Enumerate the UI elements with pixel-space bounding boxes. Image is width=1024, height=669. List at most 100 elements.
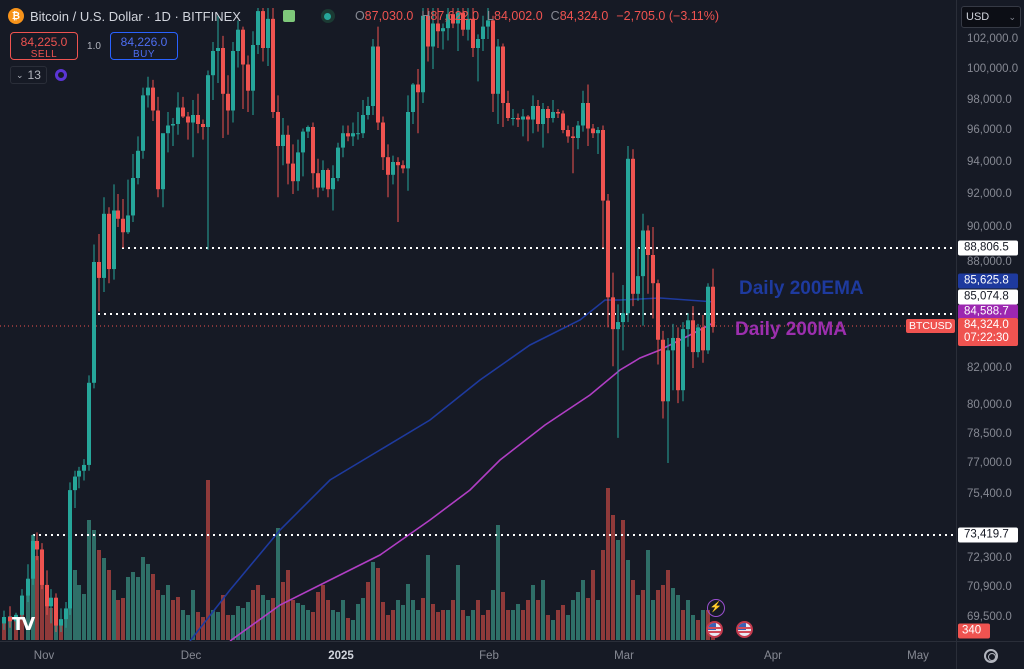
candle-body[interactable] [316, 173, 320, 188]
candle-body[interactable] [511, 118, 515, 119]
sell-button[interactable]: 84,225.0 SELL [10, 32, 78, 60]
indicators-toggle-button[interactable]: ⌄ 13 [10, 66, 47, 84]
candle-body[interactable] [526, 116, 530, 120]
flash-event-icon[interactable]: ⚡ [707, 599, 725, 617]
candle-body[interactable] [661, 339, 665, 402]
candle-body[interactable] [68, 490, 72, 609]
candle-body[interactable] [696, 327, 700, 353]
candle-body[interactable] [461, 12, 465, 30]
candle-body[interactable] [166, 125, 170, 134]
candle-body[interactable] [556, 112, 560, 114]
candle-body[interactable] [421, 15, 425, 93]
buy-button[interactable]: 84,226.0 BUY [110, 32, 178, 60]
candle-body[interactable] [691, 320, 695, 353]
candle-body[interactable] [31, 540, 35, 579]
candle-body[interactable] [346, 133, 350, 137]
candle-body[interactable] [591, 128, 595, 134]
candle-body[interactable] [2, 617, 6, 624]
candle-body[interactable] [126, 215, 130, 233]
candle-body[interactable] [631, 158, 635, 294]
candle-body[interactable] [466, 18, 470, 30]
candle-body[interactable] [306, 127, 310, 132]
candle-body[interactable] [636, 276, 640, 294]
candle-body[interactable] [176, 107, 180, 125]
candle-body[interactable] [49, 597, 53, 607]
candle-body[interactable] [14, 614, 18, 622]
candle-body[interactable] [286, 134, 290, 164]
candle-body[interactable] [491, 20, 495, 94]
candle-body[interactable] [541, 109, 545, 124]
candle-body[interactable] [311, 127, 315, 174]
candle-body[interactable] [281, 134, 285, 146]
currency-select[interactable]: USD ⌄ [961, 6, 1021, 28]
candle-body[interactable] [561, 113, 565, 131]
candle-body[interactable] [181, 107, 185, 117]
candle-body[interactable] [681, 329, 685, 391]
symbol-title[interactable]: Bitcoin / U.S. Dollar · 1D · BITFINEX [30, 8, 241, 24]
candle-body[interactable] [276, 112, 280, 146]
candle-body[interactable] [26, 578, 30, 596]
candle-body[interactable] [446, 14, 450, 29]
candle-body[interactable] [476, 39, 480, 48]
candle-body[interactable] [621, 313, 625, 323]
candle-body[interactable] [576, 125, 580, 139]
candle-body[interactable] [45, 584, 49, 607]
candle-body[interactable] [116, 210, 120, 219]
candle-body[interactable] [676, 337, 680, 391]
candle-body[interactable] [296, 152, 300, 182]
candle-body[interactable] [381, 122, 385, 158]
candle-body[interactable] [536, 106, 540, 124]
ema-200-line[interactable] [189, 297, 716, 641]
live-status-icon[interactable] [320, 9, 335, 23]
candle-body[interactable] [646, 230, 650, 256]
candle-body[interactable] [136, 150, 140, 178]
candle-body[interactable] [326, 170, 330, 190]
tradingview-logo[interactable]: TV [12, 614, 35, 635]
price-chart-canvas[interactable] [0, 0, 956, 641]
candle-body[interactable] [616, 322, 620, 330]
candle-body[interactable] [451, 14, 455, 24]
candle-body[interactable] [73, 476, 77, 491]
candle-body[interactable] [351, 133, 355, 137]
candle-body[interactable] [186, 116, 190, 123]
candle-body[interactable] [87, 382, 91, 465]
market-status-icon[interactable] [282, 10, 295, 22]
candle-body[interactable] [131, 178, 135, 216]
candle-body[interactable] [231, 51, 235, 111]
candle-body[interactable] [8, 617, 12, 622]
candle-body[interactable] [431, 23, 435, 47]
candle-body[interactable] [141, 95, 145, 151]
candle-body[interactable] [321, 170, 325, 188]
candle-body[interactable] [546, 109, 550, 118]
candle-body[interactable] [161, 133, 165, 190]
us-flag-event-icon[interactable] [706, 621, 723, 638]
candle-body[interactable] [77, 470, 81, 477]
candle-body[interactable] [376, 46, 380, 123]
candle-body[interactable] [121, 218, 125, 233]
candle-body[interactable] [271, 18, 275, 113]
candle-body[interactable] [496, 46, 500, 94]
candle-body[interactable] [471, 18, 475, 48]
candle-body[interactable] [241, 29, 245, 65]
candle-body[interactable] [506, 103, 510, 118]
candle-body[interactable] [171, 124, 175, 126]
candle-body[interactable] [146, 87, 150, 96]
candle-body[interactable] [606, 200, 610, 298]
candle-body[interactable] [671, 337, 675, 351]
candle-body[interactable] [216, 48, 220, 51]
candle-body[interactable] [112, 210, 116, 270]
candle-body[interactable] [107, 213, 111, 270]
candle-body[interactable] [566, 130, 570, 137]
candle-body[interactable] [436, 23, 440, 32]
sync-icon[interactable] [54, 69, 67, 81]
candle-body[interactable] [441, 28, 445, 32]
candle-body[interactable] [391, 162, 395, 175]
candle-body[interactable] [251, 45, 255, 91]
candle-body[interactable] [486, 20, 490, 27]
time-axis[interactable]: Nov Dec 2025 Feb Mar Apr May [0, 641, 956, 669]
candle-body[interactable] [54, 597, 58, 626]
candle-body[interactable] [581, 103, 585, 126]
candle-body[interactable] [97, 262, 101, 278]
candle-body[interactable] [246, 64, 250, 91]
candle-body[interactable] [331, 178, 335, 190]
